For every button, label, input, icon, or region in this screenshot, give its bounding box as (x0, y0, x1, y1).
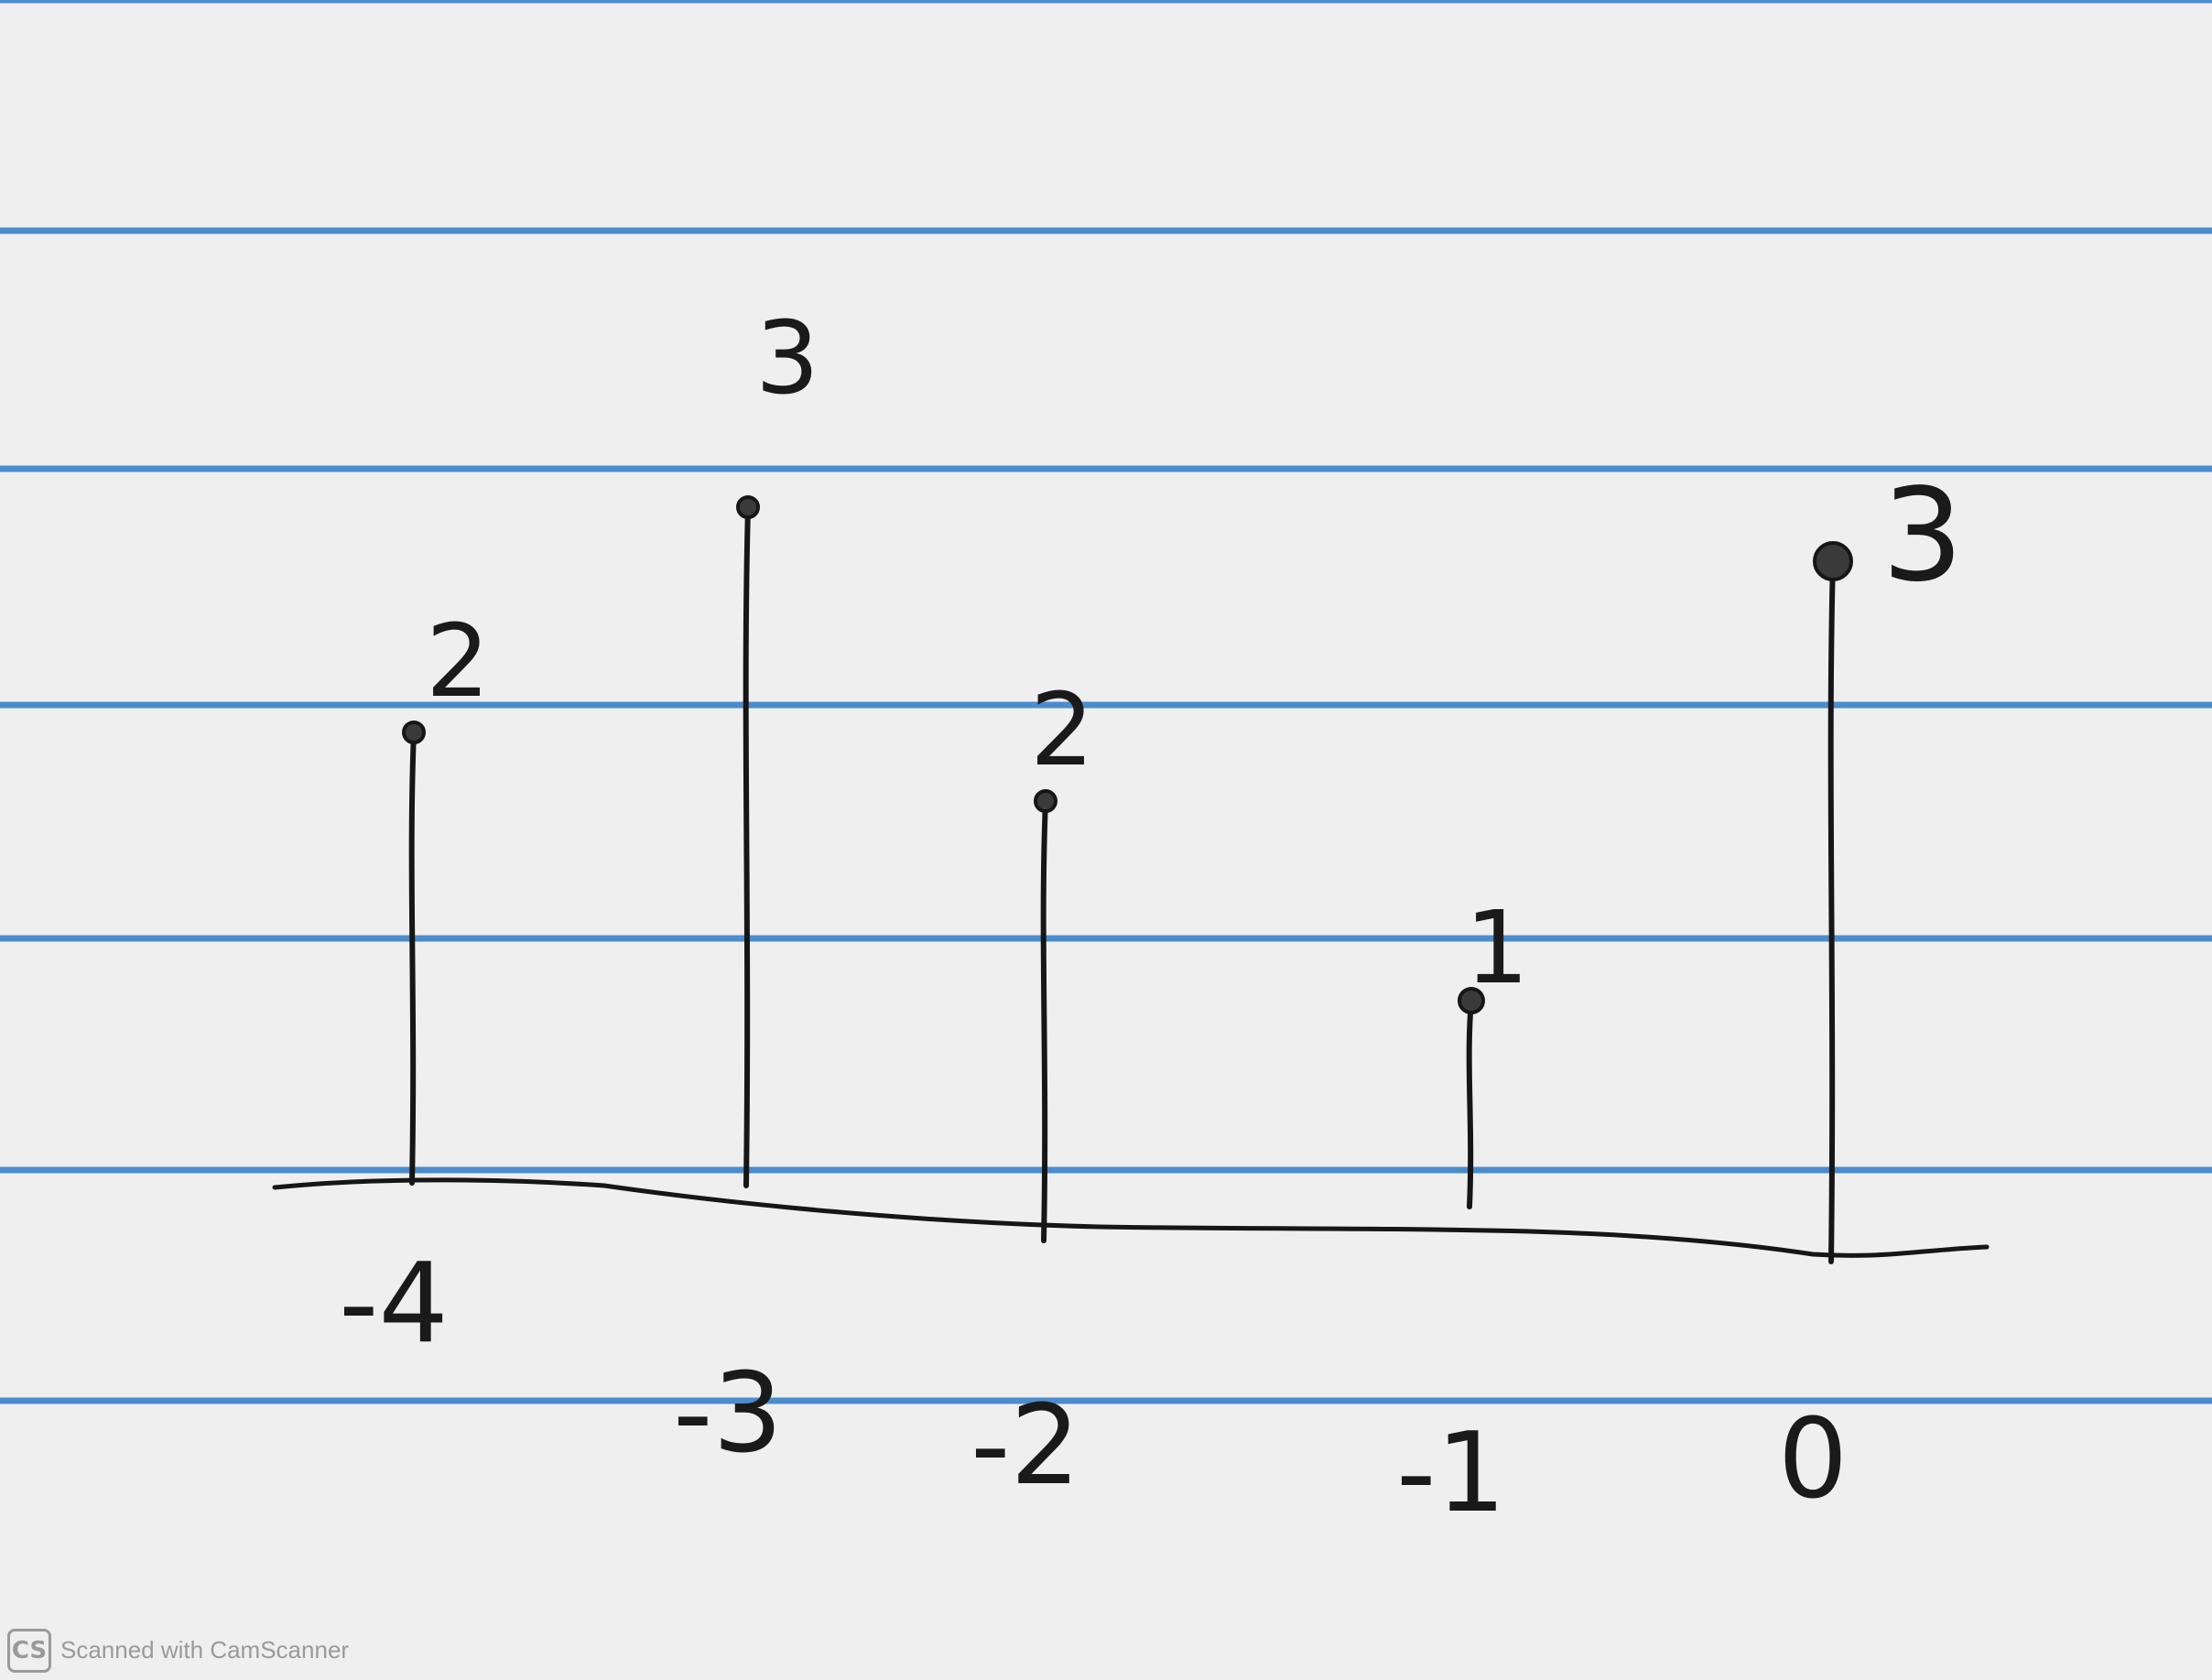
stem-marker (736, 495, 760, 519)
stem-marks: 2 -4 3 -3 2 -2 1 -1 3 0 (339, 299, 1963, 1537)
stem-marker (1034, 789, 1057, 813)
stem-line (743, 504, 751, 1188)
x-tick-label: -1 (1396, 1410, 1506, 1537)
x-axis-line (272, 1177, 1990, 1258)
value-label: 3 (755, 299, 819, 417)
stem-line (1466, 998, 1474, 1209)
x-tick-label: -2 (970, 1382, 1080, 1510)
x-tick-label: -4 (339, 1241, 449, 1368)
value-label: 2 (1030, 671, 1094, 788)
stem-marker (402, 721, 426, 744)
x-tick-label: -3 (673, 1350, 783, 1478)
value-label: 2 (426, 602, 490, 720)
stem-marker (1813, 541, 1853, 581)
x-tick-label: 0 (1778, 1396, 1848, 1523)
scanner-watermark: CS Scanned with CamScanner (7, 1625, 349, 1675)
watermark-text: Scanned with CamScanner (60, 1636, 350, 1664)
value-label: 1 (1465, 889, 1529, 1006)
notebook-rule-lines (0, 0, 2212, 1404)
stem-line (1040, 798, 1048, 1243)
camscanner-logo: CS (7, 1628, 51, 1673)
stem-line (1827, 558, 1836, 1264)
value-label: 3 (1881, 461, 1963, 611)
stem-line (408, 730, 417, 1186)
stem-marker (1458, 987, 1485, 1014)
